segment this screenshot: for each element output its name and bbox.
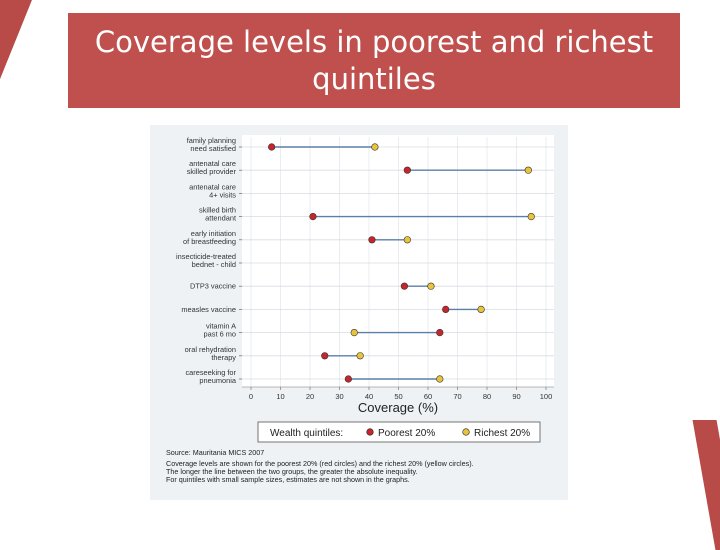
- point-richest: [350, 329, 358, 337]
- x-tick-label: 20: [306, 392, 314, 401]
- point-poorest: [368, 236, 376, 244]
- point-richest: [477, 305, 485, 313]
- legend-label-richest: Richest 20%: [474, 428, 530, 439]
- point-richest: [356, 352, 364, 360]
- title-banner: Coverage levels in poorest and richest q…: [68, 13, 680, 108]
- note-line-2: The longer the line between the two grou…: [166, 467, 418, 476]
- point-poorest: [436, 329, 444, 337]
- point-richest: [524, 166, 532, 174]
- point-richest: [403, 236, 411, 244]
- category-label: insecticide-treated: [176, 252, 236, 261]
- legend: Wealth quintiles: Poorest 20% Richest 20…: [257, 421, 541, 443]
- category-label: past 6 mo: [204, 330, 236, 339]
- point-poorest: [442, 305, 450, 313]
- category-label: need satisfied: [190, 144, 236, 153]
- legend-marker-richest: [462, 428, 470, 436]
- x-tick-label: 30: [335, 392, 343, 401]
- x-tick-label: 70: [453, 392, 461, 401]
- corner-decoration-top: [0, 0, 36, 100]
- point-poorest: [268, 143, 276, 151]
- point-poorest: [403, 166, 411, 174]
- plot-area: [242, 135, 554, 387]
- category-label: skilled birth: [199, 206, 236, 215]
- x-tick-label: 40: [365, 392, 373, 401]
- point-richest: [436, 375, 444, 383]
- x-tick-label: 0: [249, 392, 253, 401]
- category-label: pneumonia: [199, 376, 236, 385]
- chart-panel: family planning need satisfied antenatal c…: [150, 125, 568, 500]
- point-poorest: [344, 375, 352, 383]
- note-line-1: Coverage levels are shown for the poores…: [166, 459, 474, 468]
- x-tick-label: 50: [394, 392, 402, 401]
- category-label: attendant: [205, 214, 236, 223]
- legend-box: [257, 421, 541, 443]
- point-richest: [371, 143, 379, 151]
- category-label: therapy: [211, 353, 236, 362]
- category-label: bednet - child: [192, 260, 236, 269]
- category-label: of breastfeeding: [183, 237, 236, 246]
- x-tick-label: 100: [540, 392, 553, 401]
- category-label: skilled provider: [187, 167, 237, 176]
- point-poorest: [321, 352, 329, 360]
- x-tick-label: 10: [276, 392, 284, 401]
- x-axis-label: Coverage (%): [358, 400, 438, 415]
- category-label: measles vaccine: [181, 305, 236, 314]
- slide-title: Coverage levels in poorest and richest q…: [94, 24, 654, 96]
- point-richest: [427, 282, 435, 290]
- legend-title: Wealth quintiles:: [270, 428, 343, 439]
- category-label: vitamin A: [206, 322, 236, 331]
- point-poorest: [400, 282, 408, 290]
- category-label: antenatal care: [189, 159, 236, 168]
- legend-label-poorest: Poorest 20%: [378, 428, 435, 439]
- category-label: careseeking for: [185, 368, 236, 377]
- point-poorest: [309, 212, 317, 221]
- x-tick-label: 80: [483, 392, 491, 401]
- row-6: DTP3 vaccine: [190, 282, 554, 291]
- point-richest: [527, 212, 535, 221]
- x-tick-label: 90: [512, 392, 520, 401]
- category-label: antenatal care: [189, 182, 236, 191]
- category-label: oral rehydration: [185, 345, 236, 354]
- category-label: 4+ visits: [209, 190, 236, 199]
- category-label: family planning: [187, 136, 236, 145]
- category-label: DTP3 vaccine: [190, 282, 236, 291]
- row-7: measles vaccine: [181, 305, 554, 314]
- source-note: Source: Mauritania MICS 2007: [166, 448, 264, 457]
- corner-decoration-bottom: [692, 420, 720, 550]
- category-label: early initiation: [191, 229, 236, 238]
- note-line-3: For quintiles with small sample sizes, e…: [166, 475, 410, 484]
- legend-marker-poorest: [366, 428, 374, 436]
- chart-notes: Source: Mauritania MICS 2007 Coverage le…: [166, 448, 474, 484]
- x-tick-label: 60: [424, 392, 432, 401]
